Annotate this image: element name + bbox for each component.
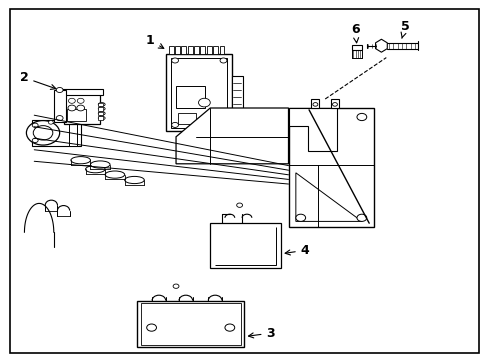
Polygon shape (288, 108, 337, 151)
Circle shape (146, 324, 156, 331)
Bar (351, 45, 361, 50)
Bar (178, 113, 195, 124)
Bar (166, 54, 232, 131)
Circle shape (48, 121, 53, 124)
Circle shape (198, 98, 210, 107)
Bar (181, 46, 186, 54)
Bar (219, 46, 224, 54)
Circle shape (56, 87, 63, 93)
Polygon shape (215, 227, 276, 265)
Ellipse shape (98, 107, 105, 111)
Bar (54, 90, 66, 122)
Circle shape (68, 105, 76, 111)
Ellipse shape (105, 171, 124, 178)
Ellipse shape (98, 116, 105, 120)
Circle shape (68, 98, 75, 103)
Circle shape (77, 98, 84, 103)
Circle shape (224, 324, 234, 331)
Polygon shape (375, 39, 386, 52)
Bar (175, 46, 180, 54)
Bar (171, 58, 227, 128)
Ellipse shape (98, 103, 105, 106)
Bar (32, 120, 81, 146)
Bar (210, 223, 281, 268)
Ellipse shape (26, 121, 60, 145)
Bar (66, 109, 86, 121)
Circle shape (332, 103, 337, 106)
Ellipse shape (98, 112, 105, 115)
Bar (232, 76, 243, 110)
Bar (69, 120, 77, 146)
Bar (311, 99, 319, 108)
Text: 6: 6 (350, 23, 359, 43)
Bar (200, 46, 205, 54)
Bar (168, 46, 173, 54)
Circle shape (32, 123, 38, 127)
Bar (176, 86, 205, 108)
Circle shape (173, 284, 179, 288)
Circle shape (312, 103, 317, 106)
Circle shape (77, 105, 84, 111)
Text: 3: 3 (248, 327, 275, 339)
Bar (98, 112, 102, 115)
Ellipse shape (90, 161, 110, 168)
Circle shape (171, 58, 178, 63)
Text: 1: 1 (145, 34, 163, 48)
Bar (194, 46, 199, 54)
Ellipse shape (33, 126, 53, 140)
Text: 4: 4 (285, 244, 309, 257)
Bar (137, 301, 244, 347)
Polygon shape (295, 173, 361, 221)
Bar (288, 108, 373, 227)
Circle shape (356, 113, 366, 121)
Bar (98, 103, 102, 106)
Circle shape (295, 214, 305, 221)
Bar (59, 89, 102, 95)
Polygon shape (176, 108, 288, 164)
Circle shape (32, 138, 38, 143)
Ellipse shape (71, 157, 90, 164)
Bar (213, 46, 218, 54)
Bar (98, 107, 102, 111)
Bar (98, 116, 102, 120)
Circle shape (236, 203, 242, 207)
Bar (63, 94, 100, 124)
Ellipse shape (85, 166, 105, 173)
Bar (330, 99, 338, 108)
Circle shape (56, 116, 63, 121)
Bar (187, 46, 192, 54)
Circle shape (356, 214, 366, 221)
Text: 2: 2 (20, 71, 56, 89)
Circle shape (220, 122, 226, 127)
Circle shape (220, 58, 226, 63)
Bar (206, 46, 211, 54)
Bar (141, 303, 240, 345)
Text: 5: 5 (400, 20, 409, 39)
Circle shape (171, 122, 178, 127)
Ellipse shape (124, 176, 144, 184)
